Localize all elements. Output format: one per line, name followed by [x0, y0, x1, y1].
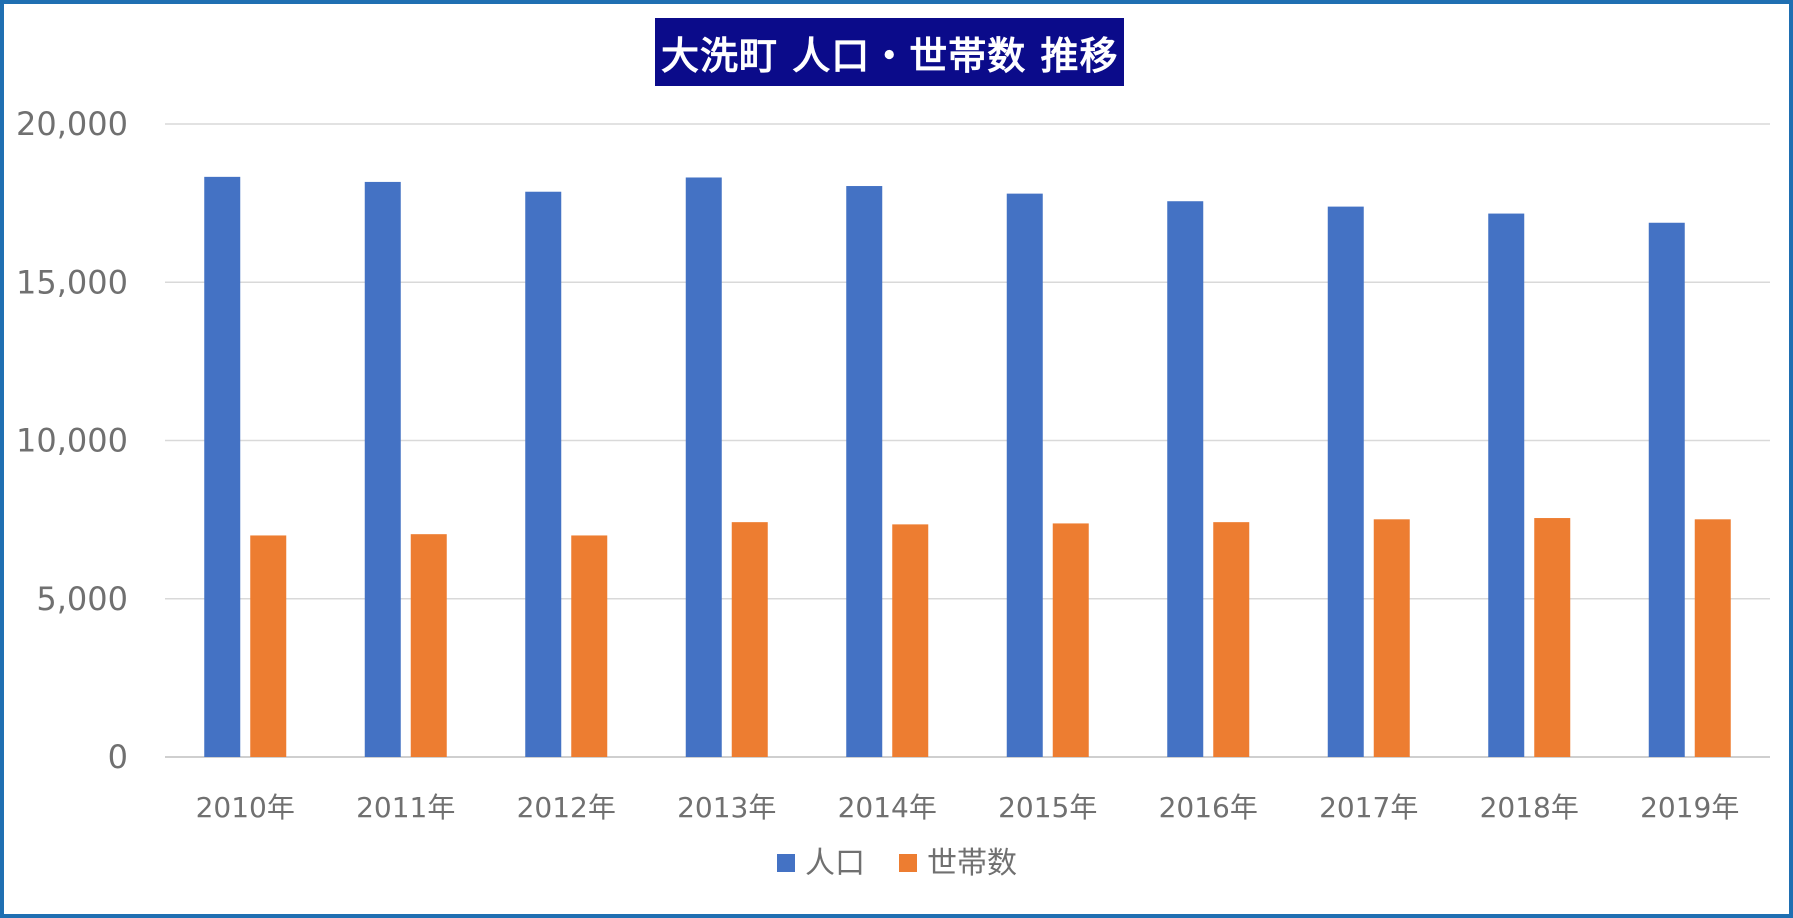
bar-households	[892, 524, 929, 757]
bar-population	[1327, 206, 1364, 757]
y-tick-label: 5,000	[36, 580, 128, 618]
x-tick-label: 2012年	[517, 791, 616, 824]
y-tick-label: 10,000	[16, 422, 128, 460]
legend-swatch-population	[777, 854, 795, 872]
x-tick-label: 2014年	[838, 791, 937, 824]
bar-population	[204, 176, 241, 758]
x-tick-label: 2018年	[1480, 791, 1579, 824]
legend-swatch-households	[899, 854, 917, 872]
bar-households	[250, 535, 287, 757]
legend-label-households: 世帯数	[927, 846, 1017, 881]
bar-population	[525, 191, 562, 757]
bar-population	[1006, 193, 1043, 757]
x-tick-label: 2015年	[998, 791, 1097, 824]
x-tick-label: 2017年	[1319, 791, 1418, 824]
bar-households	[1213, 522, 1250, 757]
bar-population	[685, 177, 722, 757]
x-tick-label: 2010年	[196, 791, 295, 824]
bar-households	[731, 522, 768, 757]
bar-households	[410, 534, 447, 757]
bar-population	[1167, 201, 1204, 757]
bar-households	[1052, 523, 1089, 757]
bar-households	[1694, 519, 1731, 757]
bar-households	[571, 535, 608, 757]
x-tick-label: 2019年	[1640, 791, 1739, 824]
y-tick-label: 15,000	[16, 263, 128, 301]
x-tick-label: 2016年	[1159, 791, 1258, 824]
y-tick-label: 0	[108, 738, 128, 776]
legend-label-population: 人口	[805, 846, 865, 881]
bar-population	[1648, 222, 1685, 758]
x-tick-label: 2011年	[356, 791, 455, 824]
bar-population	[1488, 213, 1525, 757]
bar-households	[1534, 518, 1571, 757]
bar-households	[1373, 519, 1410, 757]
bar-population	[364, 181, 401, 757]
y-tick-label: 20,000	[16, 105, 128, 143]
x-tick-label: 2013年	[677, 791, 776, 824]
bar-population	[846, 186, 883, 757]
chart-title: 大洗町 人口・世帯数 推移	[655, 18, 1125, 86]
